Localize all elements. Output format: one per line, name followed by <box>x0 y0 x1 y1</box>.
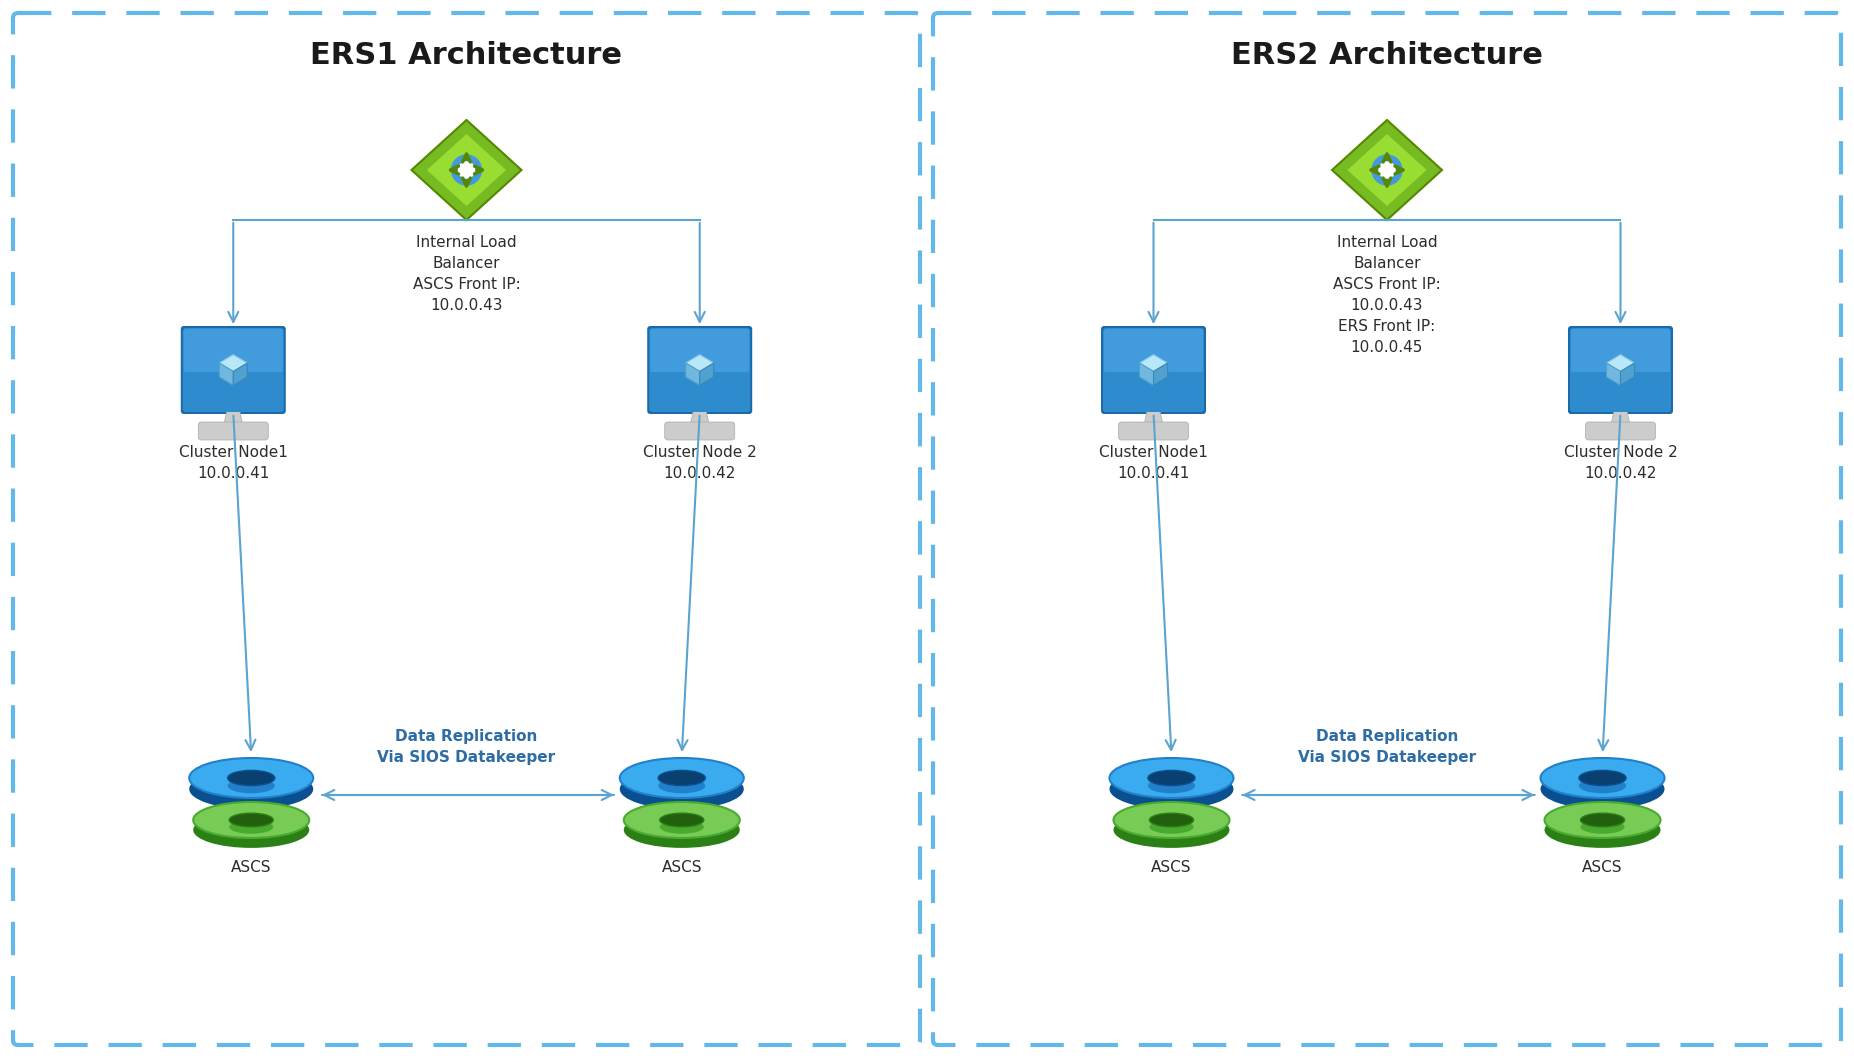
Ellipse shape <box>1541 758 1665 798</box>
Text: ASCS: ASCS <box>662 860 703 875</box>
Circle shape <box>458 162 475 178</box>
Ellipse shape <box>230 813 273 827</box>
Polygon shape <box>426 134 506 206</box>
FancyBboxPatch shape <box>1570 329 1670 372</box>
Polygon shape <box>1140 355 1168 372</box>
Polygon shape <box>1331 120 1442 220</box>
Ellipse shape <box>1541 769 1665 809</box>
Polygon shape <box>1348 134 1426 206</box>
Ellipse shape <box>660 820 705 834</box>
Ellipse shape <box>1109 769 1233 809</box>
Ellipse shape <box>658 778 705 793</box>
Ellipse shape <box>228 770 274 786</box>
FancyBboxPatch shape <box>1568 326 1672 414</box>
Ellipse shape <box>189 758 313 798</box>
Ellipse shape <box>1544 802 1661 838</box>
Ellipse shape <box>1114 812 1229 847</box>
Text: Internal Load
Balancer
ASCS Front IP:
10.0.0.43: Internal Load Balancer ASCS Front IP: 10… <box>413 235 521 313</box>
Ellipse shape <box>1580 820 1624 834</box>
FancyBboxPatch shape <box>182 326 286 414</box>
FancyBboxPatch shape <box>1101 326 1205 414</box>
FancyBboxPatch shape <box>666 422 734 440</box>
FancyBboxPatch shape <box>1585 422 1656 440</box>
FancyBboxPatch shape <box>649 328 751 412</box>
Text: ASCS: ASCS <box>1151 860 1192 875</box>
Circle shape <box>1372 155 1402 185</box>
Polygon shape <box>412 120 521 220</box>
Polygon shape <box>1144 409 1164 427</box>
Polygon shape <box>1606 355 1635 372</box>
Polygon shape <box>699 363 714 386</box>
Text: ERS1 Architecture: ERS1 Architecture <box>310 40 623 69</box>
Ellipse shape <box>193 812 310 847</box>
Polygon shape <box>686 355 714 372</box>
Text: Cluster Node 2
10.0.0.42: Cluster Node 2 10.0.0.42 <box>643 445 756 481</box>
FancyBboxPatch shape <box>184 328 284 412</box>
Polygon shape <box>690 409 710 427</box>
Polygon shape <box>1606 363 1620 386</box>
Text: Cluster Node 2
10.0.0.42: Cluster Node 2 10.0.0.42 <box>1563 445 1678 481</box>
Text: Internal Load
Balancer
ASCS Front IP:
10.0.0.43
ERS Front IP:
10.0.0.45: Internal Load Balancer ASCS Front IP: 10… <box>1333 235 1441 355</box>
Text: ASCS: ASCS <box>232 860 271 875</box>
Ellipse shape <box>1580 778 1626 793</box>
Polygon shape <box>1620 363 1635 386</box>
Ellipse shape <box>658 770 705 786</box>
Polygon shape <box>219 355 247 372</box>
Polygon shape <box>222 409 243 427</box>
Ellipse shape <box>623 802 740 838</box>
FancyBboxPatch shape <box>184 329 284 372</box>
FancyBboxPatch shape <box>198 422 269 440</box>
FancyBboxPatch shape <box>651 329 749 372</box>
Ellipse shape <box>1580 770 1626 786</box>
Text: Data Replication
Via SIOS Datakeeper: Data Replication Via SIOS Datakeeper <box>378 729 556 765</box>
FancyBboxPatch shape <box>1103 328 1203 412</box>
Ellipse shape <box>189 769 313 809</box>
Polygon shape <box>219 363 234 386</box>
Ellipse shape <box>1109 758 1233 798</box>
FancyBboxPatch shape <box>1118 422 1188 440</box>
Text: Cluster Node1
10.0.0.41: Cluster Node1 10.0.0.41 <box>178 445 287 481</box>
Ellipse shape <box>1148 778 1196 793</box>
Polygon shape <box>1611 409 1630 427</box>
FancyBboxPatch shape <box>647 326 753 414</box>
Ellipse shape <box>228 778 274 793</box>
Circle shape <box>452 155 482 185</box>
FancyBboxPatch shape <box>1570 328 1670 412</box>
Polygon shape <box>1140 363 1153 386</box>
Ellipse shape <box>193 802 310 838</box>
Ellipse shape <box>660 813 705 827</box>
Polygon shape <box>1153 363 1168 386</box>
Polygon shape <box>234 363 247 386</box>
Ellipse shape <box>1544 812 1661 847</box>
Ellipse shape <box>1580 813 1624 827</box>
Text: Cluster Node1
10.0.0.41: Cluster Node1 10.0.0.41 <box>1099 445 1209 481</box>
Text: Data Replication
Via SIOS Datakeeper: Data Replication Via SIOS Datakeeper <box>1298 729 1476 765</box>
Ellipse shape <box>1149 820 1194 834</box>
FancyBboxPatch shape <box>1103 329 1203 372</box>
Ellipse shape <box>1148 770 1196 786</box>
Ellipse shape <box>619 769 743 809</box>
Ellipse shape <box>1114 802 1229 838</box>
Ellipse shape <box>623 812 740 847</box>
Polygon shape <box>686 363 699 386</box>
Text: ASCS: ASCS <box>1581 860 1622 875</box>
Ellipse shape <box>619 758 743 798</box>
Ellipse shape <box>230 820 273 834</box>
Circle shape <box>1379 162 1394 178</box>
Text: ERS2 Architecture: ERS2 Architecture <box>1231 40 1543 69</box>
Ellipse shape <box>1149 813 1194 827</box>
